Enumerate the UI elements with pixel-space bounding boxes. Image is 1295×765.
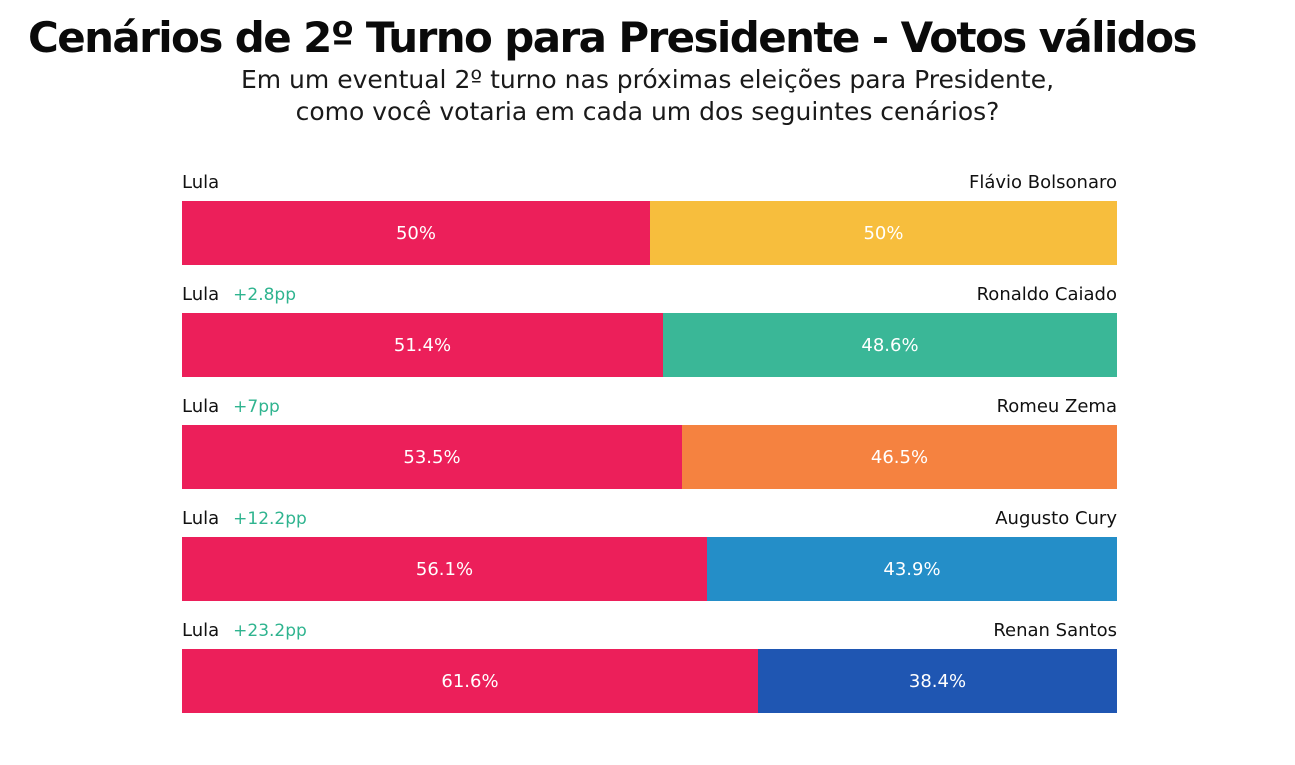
subtitle-line: Em um eventual 2º turno nas próximas ele… [240,65,1055,94]
left-candidate-name: Lula [182,172,220,193]
stacked-bar: 56.1% 43.9% [182,537,1117,601]
left-candidate-name: Lula [182,508,220,529]
lead-label: +12.2pp [233,509,307,529]
stacked-bar-chart: Lula Flávio Bolsonaro 50% 50% Lula +2.8pp… [182,165,1117,725]
right-value-label: 46.5% [870,446,929,468]
left-candidate-name: Lula [182,620,220,641]
scenario-labels: Lula +2.8pp Ronaldo Caiado [182,282,1117,308]
scenario-row: Lula +12.2pp Augusto Cury 56.1% 43.9% [182,501,1117,613]
lead-label: +7pp [233,397,280,417]
right-candidate-name: Renan Santos [993,620,1117,641]
left-value-label: 53.5% [403,446,461,468]
left-bar-segment: 53.5% [182,425,682,489]
left-bar-segment: 56.1% [182,537,707,601]
scenario-labels: Lula +23.2pp Renan Santos [182,618,1117,644]
right-value-label: 48.6% [861,334,919,356]
left-bar-segment: 50% [182,201,650,265]
scenario-labels: Lula +7pp Romeu Zema [182,394,1117,420]
left-candidate-name: Lula [182,284,220,305]
right-candidate-name: Romeu Zema [996,396,1117,417]
scenario-row: Lula +2.8pp Ronaldo Caiado 51.4% 48.6% [182,277,1117,389]
right-bar-segment: 50% [650,201,1117,265]
scenario-row: Lula Flávio Bolsonaro 50% 50% [182,165,1117,277]
left-value-label: 50% [395,222,436,244]
right-value-label: 43.9% [883,558,941,580]
right-bar-segment: 43.9% [707,537,1117,601]
stacked-bar: 53.5% 46.5% [182,425,1117,489]
chart-subtitle: Em um eventual 2º turno nas próximas ele… [0,64,1295,128]
lead-label: +23.2pp [233,621,307,641]
left-bar-segment: 61.6% [182,649,758,713]
scenario-row: Lula +7pp Romeu Zema 53.5% 46.5% [182,389,1117,501]
right-bar-segment: 38.4% [758,649,1117,713]
scenario-labels: Lula Flávio Bolsonaro [182,170,1117,196]
subtitle-line: como você votaria em cada um dos seguint… [295,97,1000,126]
stacked-bar: 50% 50% [182,201,1117,265]
right-value-label: 50% [863,222,904,244]
chart-title: Cenários de 2º Turno para Presidente - V… [28,13,1197,62]
right-candidate-name: Augusto Cury [995,508,1117,529]
right-candidate-name: Ronaldo Caiado [976,284,1117,305]
scenario-row: Lula +23.2pp Renan Santos 61.6% 38.4% [182,613,1117,725]
left-value-label: 51.4% [393,334,452,356]
left-bar-segment: 51.4% [182,313,663,377]
right-candidate-name: Flávio Bolsonaro [969,172,1117,193]
stacked-bar: 61.6% 38.4% [182,649,1117,713]
right-bar-segment: 46.5% [682,425,1117,489]
lead-label: +2.8pp [233,285,297,305]
right-value-label: 38.4% [908,670,967,692]
stacked-bar: 51.4% 48.6% [182,313,1117,377]
left-value-label: 61.6% [441,670,499,692]
left-value-label: 56.1% [415,558,474,580]
scenario-labels: Lula +12.2pp Augusto Cury [182,506,1117,532]
right-bar-segment: 48.6% [663,313,1117,377]
left-candidate-name: Lula [182,396,220,417]
